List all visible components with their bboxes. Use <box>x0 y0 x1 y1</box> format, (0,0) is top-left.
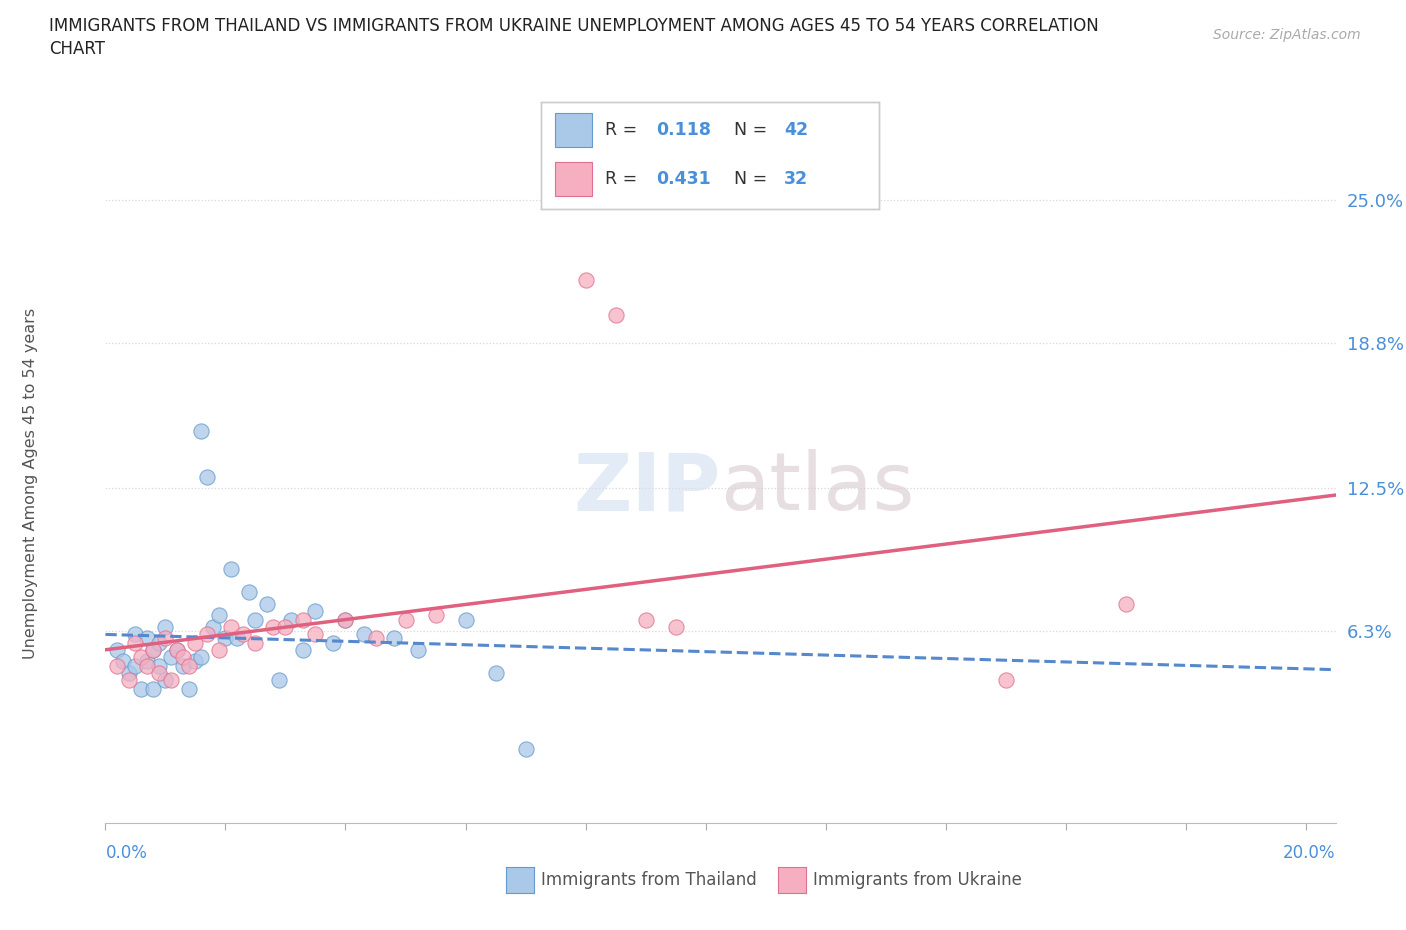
Point <box>160 649 183 664</box>
Point <box>107 643 129 658</box>
Point <box>131 682 153 697</box>
Point <box>484 666 506 681</box>
Point <box>274 619 297 634</box>
Point <box>136 631 159 645</box>
Point <box>155 672 177 687</box>
Text: IMMIGRANTS FROM THAILAND VS IMMIGRANTS FROM UKRAINE UNEMPLOYMENT AMONG AGES 45 T: IMMIGRANTS FROM THAILAND VS IMMIGRANTS F… <box>49 17 1099 34</box>
Point <box>197 626 219 641</box>
Point <box>112 654 135 669</box>
Bar <box>555 113 592 147</box>
Point <box>148 635 170 650</box>
Point <box>118 672 141 687</box>
Point <box>664 619 686 634</box>
Point <box>226 631 249 645</box>
Point <box>208 608 231 623</box>
Point <box>172 658 194 673</box>
Point <box>142 682 165 697</box>
Text: 0.0%: 0.0% <box>105 844 148 861</box>
Point <box>263 619 285 634</box>
Point <box>304 604 326 618</box>
Text: R =: R = <box>606 121 643 139</box>
Text: 0.431: 0.431 <box>657 170 711 188</box>
Point <box>184 654 207 669</box>
Point <box>634 613 657 628</box>
Point <box>131 649 153 664</box>
Point <box>322 635 344 650</box>
Point <box>197 470 219 485</box>
Text: Immigrants from Ukraine: Immigrants from Ukraine <box>813 870 1022 889</box>
Point <box>179 682 201 697</box>
Point <box>425 608 447 623</box>
Text: atlas: atlas <box>721 449 915 527</box>
Text: CHART: CHART <box>49 40 105 58</box>
Point <box>454 613 477 628</box>
Point <box>232 626 254 641</box>
Point <box>221 562 243 577</box>
Point <box>166 643 188 658</box>
Point <box>574 273 596 288</box>
Point <box>292 643 315 658</box>
Point <box>142 643 165 658</box>
Point <box>364 631 387 645</box>
Text: N =: N = <box>734 121 772 139</box>
Text: Immigrants from Thailand: Immigrants from Thailand <box>541 870 756 889</box>
Bar <box>555 162 592 196</box>
Point <box>335 613 357 628</box>
Point <box>166 643 188 658</box>
Point <box>148 666 170 681</box>
Point <box>190 649 212 664</box>
Point <box>124 635 146 650</box>
Point <box>280 613 302 628</box>
Point <box>124 626 146 641</box>
Point <box>304 626 326 641</box>
Point <box>107 658 129 673</box>
Text: N =: N = <box>734 170 772 188</box>
Point <box>245 613 267 628</box>
Point <box>118 666 141 681</box>
Point <box>245 635 267 650</box>
Point <box>353 626 375 641</box>
Point <box>142 643 165 658</box>
Text: 20.0%: 20.0% <box>1284 844 1336 861</box>
Point <box>148 658 170 673</box>
Point <box>335 613 357 628</box>
Point <box>172 649 194 664</box>
Point <box>256 596 278 611</box>
Point <box>155 619 177 634</box>
Point <box>190 423 212 438</box>
Point <box>994 672 1017 687</box>
Text: Unemployment Among Ages 45 to 54 years: Unemployment Among Ages 45 to 54 years <box>24 308 38 659</box>
Text: Source: ZipAtlas.com: Source: ZipAtlas.com <box>1213 28 1361 42</box>
Text: 32: 32 <box>785 170 808 188</box>
Text: ZIP: ZIP <box>574 449 721 527</box>
Text: 42: 42 <box>785 121 808 139</box>
Point <box>605 308 627 323</box>
Point <box>208 643 231 658</box>
Point <box>202 619 225 634</box>
Text: R =: R = <box>606 170 643 188</box>
Point <box>214 631 236 645</box>
Point <box>184 635 207 650</box>
Point <box>515 742 537 757</box>
Point <box>136 654 159 669</box>
Point <box>238 585 260 600</box>
Point <box>382 631 405 645</box>
Point <box>179 658 201 673</box>
Point <box>155 631 177 645</box>
Point <box>269 672 291 687</box>
Point <box>394 613 416 628</box>
Text: 0.118: 0.118 <box>657 121 711 139</box>
Point <box>136 658 159 673</box>
Point <box>1115 596 1137 611</box>
Point <box>124 658 146 673</box>
Point <box>292 613 315 628</box>
Point <box>160 672 183 687</box>
Point <box>406 643 429 658</box>
Point <box>221 619 243 634</box>
